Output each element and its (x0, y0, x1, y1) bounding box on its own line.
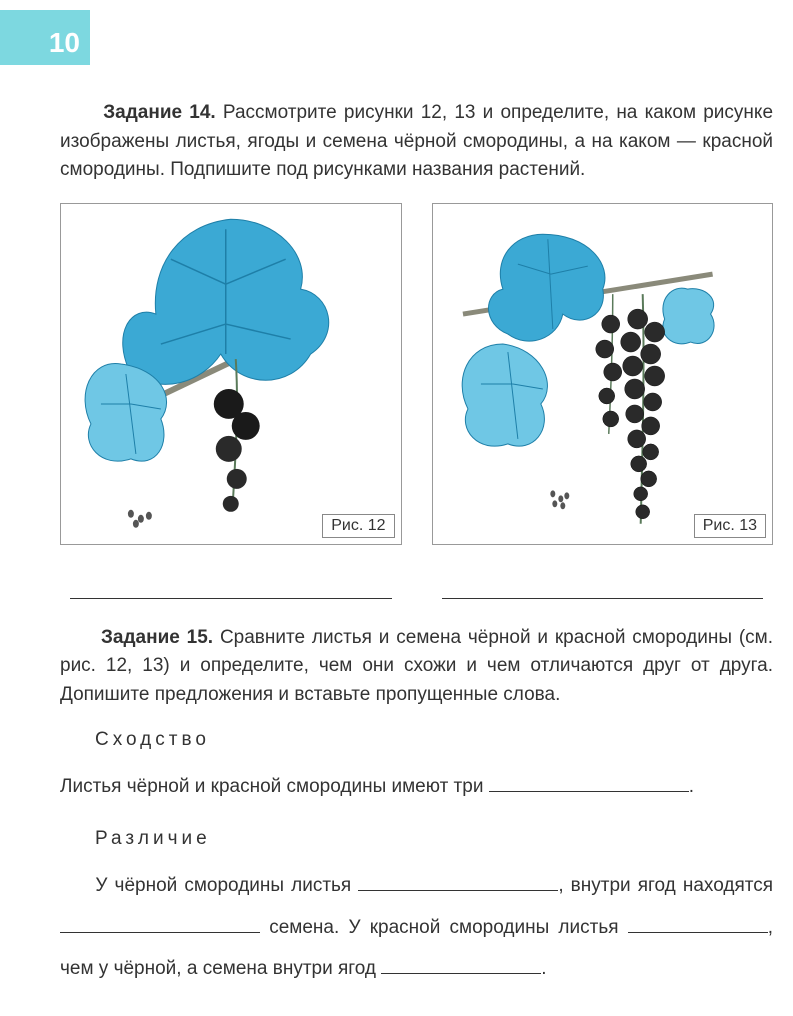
diff-part1: У чёрной смородины листья (95, 875, 351, 896)
similarity-text: Листья чёрной и красной смородины имеют … (60, 776, 483, 797)
task-14: Задание 14. Рассмотрите рисунки 12, 13 и… (60, 99, 773, 185)
similarity-sentence: Листья чёрной и красной смородины имеют … (60, 766, 773, 808)
blank-diff-4[interactable] (381, 954, 541, 974)
figure-12: Рис. 12 (60, 203, 402, 599)
page-content: Задание 14. Рассмотрите рисунки 12, 13 и… (60, 80, 773, 990)
page-number: 10 (49, 27, 80, 59)
diff-part4: семена. У красной смородины листья (269, 917, 618, 938)
blank-similarity[interactable] (489, 772, 689, 792)
figure-13: Рис. 13 (432, 203, 774, 599)
figure-13-caption: Рис. 13 (694, 514, 766, 538)
figure-12-frame: Рис. 12 (60, 203, 402, 545)
blank-diff-2[interactable] (60, 913, 260, 933)
similarity-heading: Сходство (95, 729, 773, 751)
blank-diff-1[interactable] (358, 871, 558, 891)
page-tab: 10 (0, 10, 90, 65)
difference-sentence: У чёрной смородины листья , внутри ягод … (60, 865, 773, 990)
difference-heading: Различие (95, 828, 773, 850)
diff-part3: находятся (683, 875, 773, 896)
diff-part2: , внутри ягод (558, 875, 675, 896)
figure-13-frame: Рис. 13 (432, 203, 774, 545)
answer-line-12[interactable] (70, 570, 392, 599)
blank-diff-3[interactable] (628, 913, 768, 933)
task-15: Задание 15. Сравните листья и семена чёр… (60, 624, 773, 710)
plant-illustration-13 (433, 204, 773, 544)
task-15-label: Задание 15. (101, 627, 213, 648)
figures-row: Рис. 12 (60, 203, 773, 599)
figure-12-caption: Рис. 12 (322, 514, 394, 538)
task-14-label: Задание 14. (103, 102, 215, 123)
answer-line-13[interactable] (442, 570, 764, 599)
plant-illustration-12 (61, 204, 401, 544)
